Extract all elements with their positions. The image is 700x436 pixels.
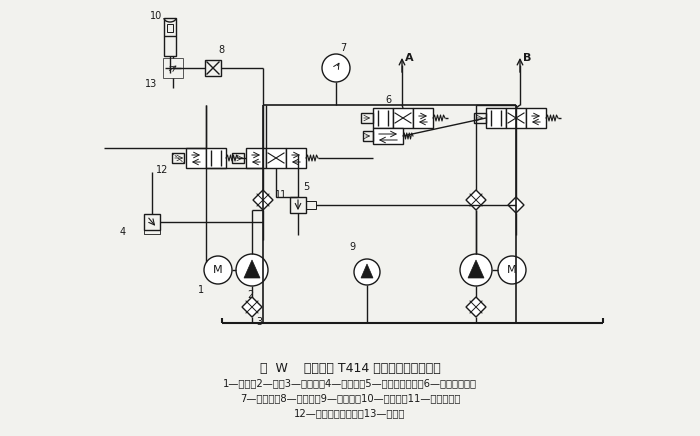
Circle shape (204, 256, 232, 284)
Bar (393, 108, 413, 128)
Bar (186, 148, 206, 168)
Bar (474, 113, 486, 123)
Bar (286, 148, 306, 168)
Polygon shape (253, 190, 273, 210)
Bar (526, 108, 546, 128)
Text: A: A (405, 53, 414, 63)
Polygon shape (242, 297, 262, 317)
Text: 10: 10 (150, 11, 162, 21)
Circle shape (498, 256, 526, 284)
Bar (266, 148, 286, 168)
Bar (290, 197, 306, 213)
Bar (206, 148, 226, 168)
Text: 8: 8 (218, 45, 224, 55)
Bar (205, 60, 221, 76)
Bar (172, 153, 184, 163)
Bar (373, 128, 403, 144)
Text: 图  W    改进后的 T414 型液压站液压系统图: 图 W 改进后的 T414 型液压站液压系统图 (260, 362, 440, 375)
Text: 9: 9 (349, 242, 355, 252)
Text: 4: 4 (120, 227, 126, 237)
Bar (246, 148, 266, 168)
Bar (164, 18, 176, 56)
Bar (373, 108, 393, 128)
Text: 7: 7 (340, 43, 346, 53)
Circle shape (322, 54, 350, 82)
Polygon shape (508, 197, 524, 213)
Bar (486, 108, 506, 128)
Text: 3: 3 (256, 317, 262, 327)
Circle shape (460, 254, 492, 286)
Text: 11: 11 (275, 190, 287, 200)
Polygon shape (466, 190, 486, 210)
Bar (413, 108, 433, 128)
Bar (363, 131, 373, 141)
Circle shape (236, 254, 268, 286)
Polygon shape (466, 297, 486, 317)
Text: 12—二位二通电磁阀；13—顺序阀: 12—二位二通电磁阀；13—顺序阀 (294, 408, 406, 418)
Text: M: M (214, 265, 223, 275)
Bar (167, 24, 173, 32)
Bar (144, 214, 160, 230)
Bar (232, 153, 244, 163)
Text: 7—压力表；8—节流阀；9—温度计；10—蓄能器；11—精过滤器；: 7—压力表；8—节流阀；9—温度计；10—蓄能器；11—精过滤器； (240, 393, 460, 403)
Text: M: M (508, 265, 517, 275)
Text: 1: 1 (198, 285, 204, 295)
Text: 1—电机；2—泵；3—滤油器；4—溢流阀；5—电液调压装置；6—电磁换向阀；: 1—电机；2—泵；3—滤油器；4—溢流阀；5—电液调压装置；6—电磁换向阀； (223, 378, 477, 388)
Bar (306, 201, 316, 209)
Polygon shape (468, 260, 484, 278)
Polygon shape (361, 264, 373, 278)
Bar (361, 113, 373, 123)
Bar (163, 58, 183, 78)
Text: B: B (523, 53, 531, 63)
Bar (506, 108, 526, 128)
Text: 6: 6 (385, 95, 391, 105)
Text: 13: 13 (145, 79, 158, 89)
Polygon shape (244, 260, 260, 278)
Text: 2: 2 (247, 290, 253, 300)
Text: 5: 5 (303, 182, 309, 192)
Text: 12: 12 (156, 165, 169, 175)
Circle shape (354, 259, 380, 285)
